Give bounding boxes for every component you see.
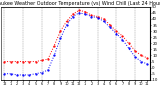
Title: Milwaukee Weather Outdoor Temperature (vs) Wind Chill (Last 24 Hours): Milwaukee Weather Outdoor Temperature (v…	[0, 1, 160, 6]
